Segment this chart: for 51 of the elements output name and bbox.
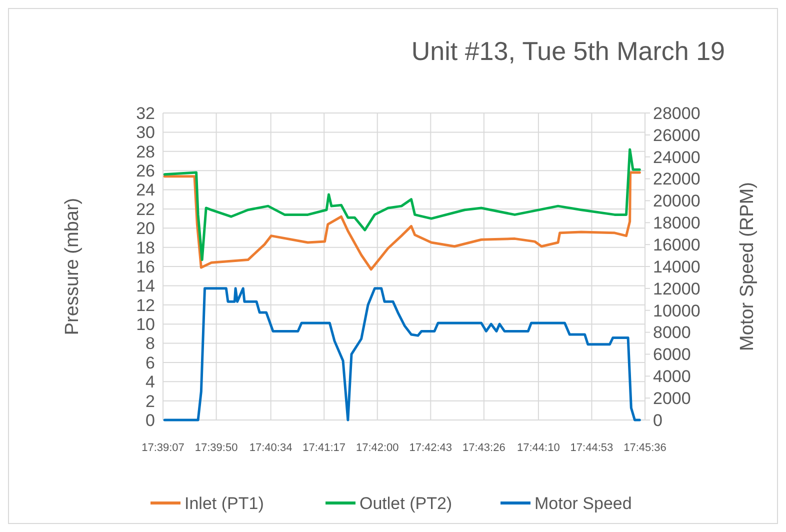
y-tick-label: 28 [136,142,155,162]
y-tick-label: 6 [146,353,155,372]
legend-label: Outlet (PT2) [360,494,452,513]
y-tick-label: 10 [136,315,155,334]
y-tick-label: 26 [136,162,155,181]
x-tick-label: 17:42:43 [409,442,452,454]
y2-tick-label: 2000 [653,389,691,408]
y2-tick-label: 0 [653,410,662,430]
y-tick-label: 0 [146,410,155,430]
y2-tick-label: 8000 [653,323,691,342]
x-tick-label: 17:40:34 [249,442,292,454]
y2-tick-label: 12000 [653,279,700,298]
legend-label: Motor Speed [534,494,632,513]
x-tick-label: 17:44:10 [517,442,560,454]
y2-tick-label: 6000 [653,345,691,364]
y-tick-label: 2 [146,392,155,411]
y2-tick-label: 4000 [653,367,691,386]
y-tick-label: 14 [136,276,155,296]
x-tick-label: 17:44:53 [570,442,614,454]
y2-tick-label: 28000 [653,104,700,123]
y-tick-label: 4 [146,372,155,392]
y2-tick-label: 10000 [653,301,700,320]
y2-tick-label: 22000 [653,170,700,189]
x-tick-label: 17:41:17 [302,442,346,454]
y2-axis-title: Motor Speed (RPM) [737,182,758,351]
y-tick-label: 8 [146,334,155,354]
line-series [163,287,641,422]
x-tick-label: 17:43:26 [462,442,506,454]
y2-tick-label: 14000 [653,257,700,276]
y-tick-label: 32 [136,104,155,123]
y-tick-label: 24 [136,180,155,200]
y-tick-label: 20 [136,219,155,238]
y2-tick-label: 18000 [653,214,700,233]
x-tick-label: 17:39:07 [142,442,184,454]
chart-title: Unit #13, Tue 5th March 19 [411,36,725,66]
y-tick-label: 22 [136,200,155,219]
x-tick-label: 17:42:00 [356,442,399,454]
x-tick-label: 17:39:50 [194,442,238,454]
line-series [163,171,641,271]
y-tick-label: 12 [136,296,155,315]
line-series [163,148,641,262]
y-tick-label: 16 [136,257,155,276]
y-tick-label: 30 [136,123,155,142]
legend-label: Inlet (PT1) [184,494,264,513]
x-tick-label: 17:45:36 [624,442,666,454]
y2-tick-label: 20000 [653,192,700,211]
y2-tick-label: 16000 [653,236,700,255]
y2-tick-label: 24000 [653,148,700,167]
y-tick-label: 18 [136,238,155,258]
y2-tick-label: 26000 [653,126,700,145]
y-axis-title: Pressure (mbar) [62,198,83,336]
